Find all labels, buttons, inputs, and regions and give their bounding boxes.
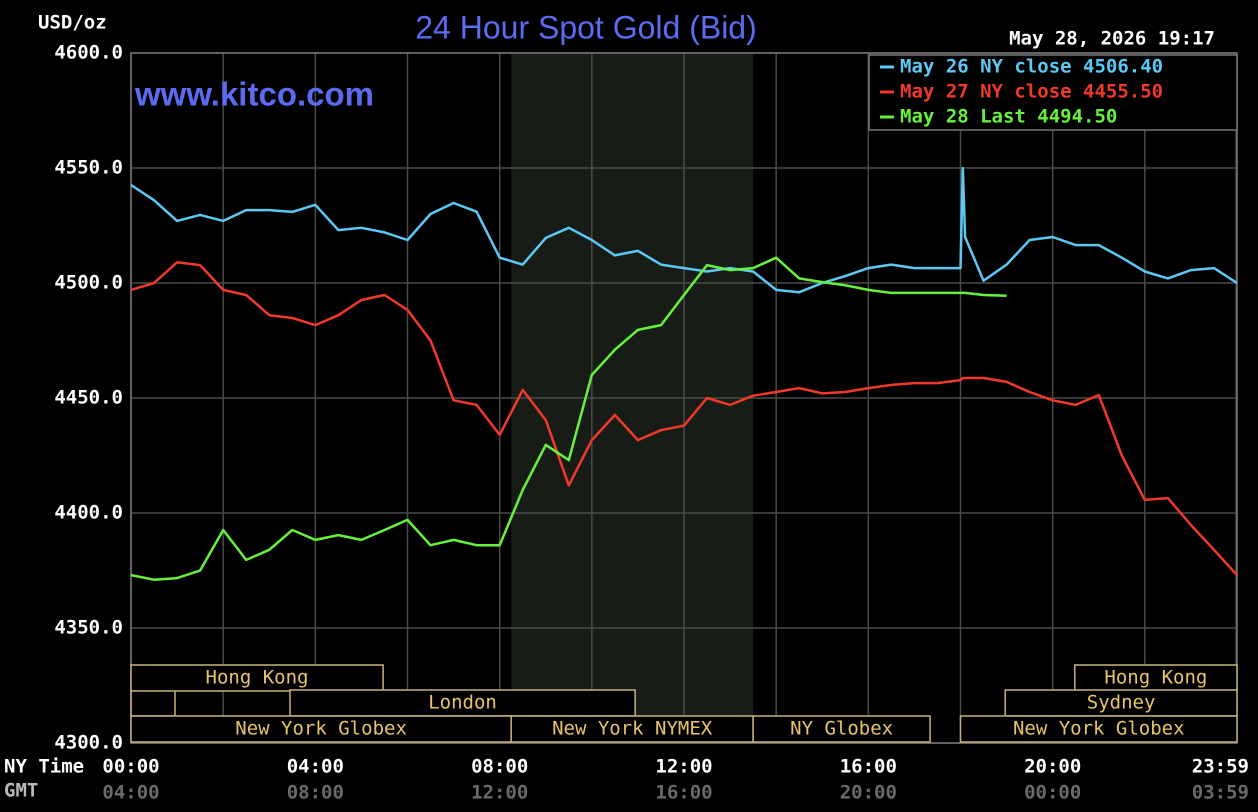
- y-tick-label: 4300.0: [54, 732, 123, 754]
- y-tick-label: 4450.0: [54, 387, 123, 409]
- y-tick-label: 4350.0: [54, 617, 123, 639]
- legend-label: May 26 NY close 4506.40: [900, 56, 1163, 78]
- legend-label: May 28 Last 4494.50: [900, 106, 1117, 128]
- session-label: New York NYMEX: [552, 718, 713, 740]
- x-tick-label: 00:00: [102, 756, 159, 778]
- session-box: [130, 664, 384, 692]
- session-box: [752, 715, 931, 743]
- watermark: www.kitco.com: [134, 76, 374, 113]
- session-box: [1074, 664, 1238, 692]
- plot-frame: [130, 52, 1238, 744]
- series-line: [130, 166, 1238, 294]
- x-tick-label-gmt: 12:00: [471, 782, 528, 804]
- plot-underlay: [130, 52, 1238, 744]
- y-tick-label: 4500.0: [54, 272, 123, 294]
- session-label: New York Globex: [1013, 718, 1185, 740]
- session-label: Hong Kong: [1104, 667, 1207, 689]
- session-label: London: [428, 692, 497, 714]
- x-tick-label: 16:00: [840, 756, 897, 778]
- x-tick-label: 04:00: [287, 756, 344, 778]
- x-tick-label-gmt: 16:00: [655, 782, 712, 804]
- session-label: Sydney: [1087, 692, 1156, 714]
- x-axis-label: GMT: [4, 780, 38, 802]
- x-tick-label-gmt: 03:59: [1192, 782, 1249, 804]
- x-tick-label: 08:00: [471, 756, 528, 778]
- legend-box: [868, 54, 1238, 131]
- y-tick-label: 4600.0: [54, 42, 123, 64]
- x-tick-label-gmt: 04:00: [102, 782, 159, 804]
- series-line: [130, 261, 1238, 576]
- timestamp: May 28, 2026 19:17: [1009, 28, 1215, 50]
- session-label: Hong Kong: [206, 667, 309, 689]
- series-line: [130, 256, 1007, 581]
- session-label: NY Globex: [790, 718, 893, 740]
- session-label: New York Globex: [235, 718, 407, 740]
- session-box: [289, 689, 636, 717]
- session-box: [510, 715, 754, 743]
- chart-title: 24 Hour Spot Gold (Bid): [415, 9, 757, 45]
- legend-label: May 27 NY close 4455.50: [900, 81, 1163, 103]
- x-tick-label: 23:59: [1192, 756, 1249, 778]
- x-tick-label: 20:00: [1024, 756, 1081, 778]
- session-box: [959, 715, 1238, 743]
- x-tick-label: 12:00: [655, 756, 712, 778]
- x-tick-label-gmt: 08:00: [287, 782, 344, 804]
- x-axis-label: NY Time: [4, 756, 84, 778]
- x-tick-label-gmt: 20:00: [840, 782, 897, 804]
- x-tick-label-gmt: 00:00: [1024, 782, 1081, 804]
- y-axis-label: USD/oz: [38, 12, 107, 34]
- y-tick-label: 4400.0: [54, 502, 123, 524]
- y-tick-label: 4550.0: [54, 157, 123, 179]
